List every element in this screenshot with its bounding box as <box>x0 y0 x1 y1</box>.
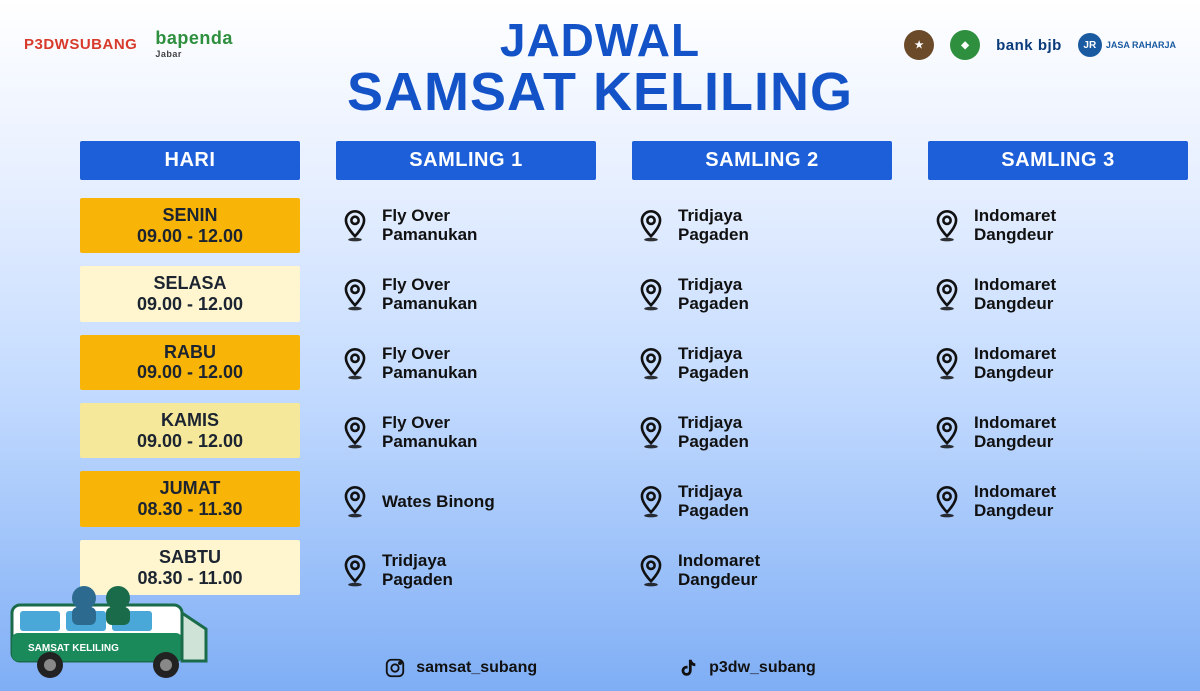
location-pin-icon <box>932 416 962 450</box>
logo-jasaraharja: JR JASA RAHARJA <box>1078 33 1176 57</box>
day-name: JUMAT <box>84 478 296 499</box>
day-name: RABU <box>84 342 296 363</box>
location-text: IndomaretDangdeur <box>974 414 1056 451</box>
location-pin-icon <box>636 209 666 243</box>
location-text: TridjayaPagaden <box>678 207 749 244</box>
location-text: TridjayaPagaden <box>678 276 749 313</box>
location-text: IndomaretDangdeur <box>678 552 760 589</box>
location-text: TridjayaPagaden <box>678 414 749 451</box>
location-cell: TridjayaPagaden <box>336 543 596 599</box>
location-cell: IndomaretDangdeur <box>928 267 1188 323</box>
location-pin-icon <box>340 485 370 519</box>
logo-bankbjb: bank bjb <box>996 37 1062 54</box>
tiktok-link[interactable]: p3dw_subang <box>677 657 816 679</box>
day-time: 09.00 - 12.00 <box>84 226 296 247</box>
location-text: Fly OverPamanukan <box>382 414 477 451</box>
location-cell: IndomaretDangdeur <box>928 474 1188 530</box>
location-text: IndomaretDangdeur <box>974 276 1056 313</box>
location-pin-icon <box>340 209 370 243</box>
tiktok-handle: p3dw_subang <box>709 659 816 677</box>
day-cell: JUMAT08.30 - 11.30 <box>80 471 300 526</box>
logos-right: ★ ◆ bank bjb JR JASA RAHARJA <box>904 30 1176 60</box>
jasaraharja-icon: JR <box>1078 33 1102 57</box>
location-pin-icon <box>636 347 666 381</box>
logo-p3dw: P3DWSUBANG <box>24 36 137 53</box>
title-line-2: SAMSAT KELILING <box>0 64 1200 121</box>
day-time: 08.30 - 11.30 <box>84 499 296 520</box>
location-pin-icon <box>932 347 962 381</box>
location-cell: IndomaretDangdeur <box>928 198 1188 254</box>
location-cell: TridjayaPagaden <box>632 474 892 530</box>
location-text: Wates Binong <box>382 493 495 512</box>
header-samling3: SAMLING 3 <box>928 141 1188 180</box>
location-cell: IndomaretDangdeur <box>928 336 1188 392</box>
location-text: Fly OverPamanukan <box>382 345 477 382</box>
location-text: Fly OverPamanukan <box>382 276 477 313</box>
day-name: KAMIS <box>84 410 296 431</box>
location-pin-icon <box>932 209 962 243</box>
location-cell: TridjayaPagaden <box>632 198 892 254</box>
col-samling2: SAMLING 2 TridjayaPagaden TridjayaPagaden… <box>632 141 892 599</box>
instagram-link[interactable]: samsat_subang <box>384 657 537 679</box>
col-hari: HARI SENIN09.00 - 12.00SELASA09.00 - 12.… <box>80 141 300 599</box>
col-samling3: SAMLING 3 IndomaretDangdeur IndomaretDang… <box>928 141 1188 599</box>
location-cell: TridjayaPagaden <box>632 267 892 323</box>
van-illustration: SAMSAT KELILING <box>6 573 211 683</box>
header-hari: HARI <box>80 141 300 180</box>
location-cell: IndomaretDangdeur <box>632 543 892 599</box>
location-text: TridjayaPagaden <box>678 483 749 520</box>
location-pin-icon <box>636 278 666 312</box>
location-cell: IndomaretDangdeur <box>928 405 1188 461</box>
day-cell: KAMIS09.00 - 12.00 <box>80 403 300 458</box>
location-cell: TridjayaPagaden <box>632 336 892 392</box>
location-text: IndomaretDangdeur <box>974 483 1056 520</box>
header-samling2: SAMLING 2 <box>632 141 892 180</box>
instagram-handle: samsat_subang <box>416 659 537 677</box>
schedule-grid: HARI SENIN09.00 - 12.00SELASA09.00 - 12.… <box>80 141 1200 599</box>
location-text: TridjayaPagaden <box>678 345 749 382</box>
location-pin-icon <box>636 485 666 519</box>
col-samling1: SAMLING 1 Fly OverPamanukan Fly OverPaman… <box>336 141 596 599</box>
location-cell: TridjayaPagaden <box>632 405 892 461</box>
location-pin-icon <box>340 347 370 381</box>
logo-polda-icon: ★ <box>904 30 934 60</box>
svg-text:SAMSAT KELILING: SAMSAT KELILING <box>28 643 119 654</box>
day-name: SABTU <box>84 547 296 568</box>
logo-jabar-icon: ◆ <box>950 30 980 60</box>
location-pin-icon <box>340 554 370 588</box>
location-cell: Fly OverPamanukan <box>336 267 596 323</box>
location-cell: Wates Binong <box>336 474 596 530</box>
location-cell: Fly OverPamanukan <box>336 198 596 254</box>
day-time: 09.00 - 12.00 <box>84 294 296 315</box>
day-cell: RABU09.00 - 12.00 <box>80 335 300 390</box>
day-time: 09.00 - 12.00 <box>84 362 296 383</box>
logos-left: P3DWSUBANG bapenda Jabar <box>24 30 233 58</box>
day-cell: SENIN09.00 - 12.00 <box>80 198 300 253</box>
location-pin-icon <box>636 554 666 588</box>
location-text: Fly OverPamanukan <box>382 207 477 244</box>
day-name: SENIN <box>84 205 296 226</box>
location-pin-icon <box>636 416 666 450</box>
logo-bapenda: bapenda Jabar <box>155 30 233 58</box>
location-pin-icon <box>340 416 370 450</box>
location-cell <box>928 543 1188 599</box>
header-samling1: SAMLING 1 <box>336 141 596 180</box>
location-text: TridjayaPagaden <box>382 552 453 589</box>
day-cell: SELASA09.00 - 12.00 <box>80 266 300 321</box>
location-pin-icon <box>932 278 962 312</box>
location-text: IndomaretDangdeur <box>974 345 1056 382</box>
location-text: IndomaretDangdeur <box>974 207 1056 244</box>
location-pin-icon <box>932 485 962 519</box>
tiktok-icon <box>677 657 699 679</box>
location-cell: Fly OverPamanukan <box>336 336 596 392</box>
day-time: 09.00 - 12.00 <box>84 431 296 452</box>
instagram-icon <box>384 657 406 679</box>
location-pin-icon <box>340 278 370 312</box>
location-cell: Fly OverPamanukan <box>336 405 596 461</box>
day-name: SELASA <box>84 273 296 294</box>
